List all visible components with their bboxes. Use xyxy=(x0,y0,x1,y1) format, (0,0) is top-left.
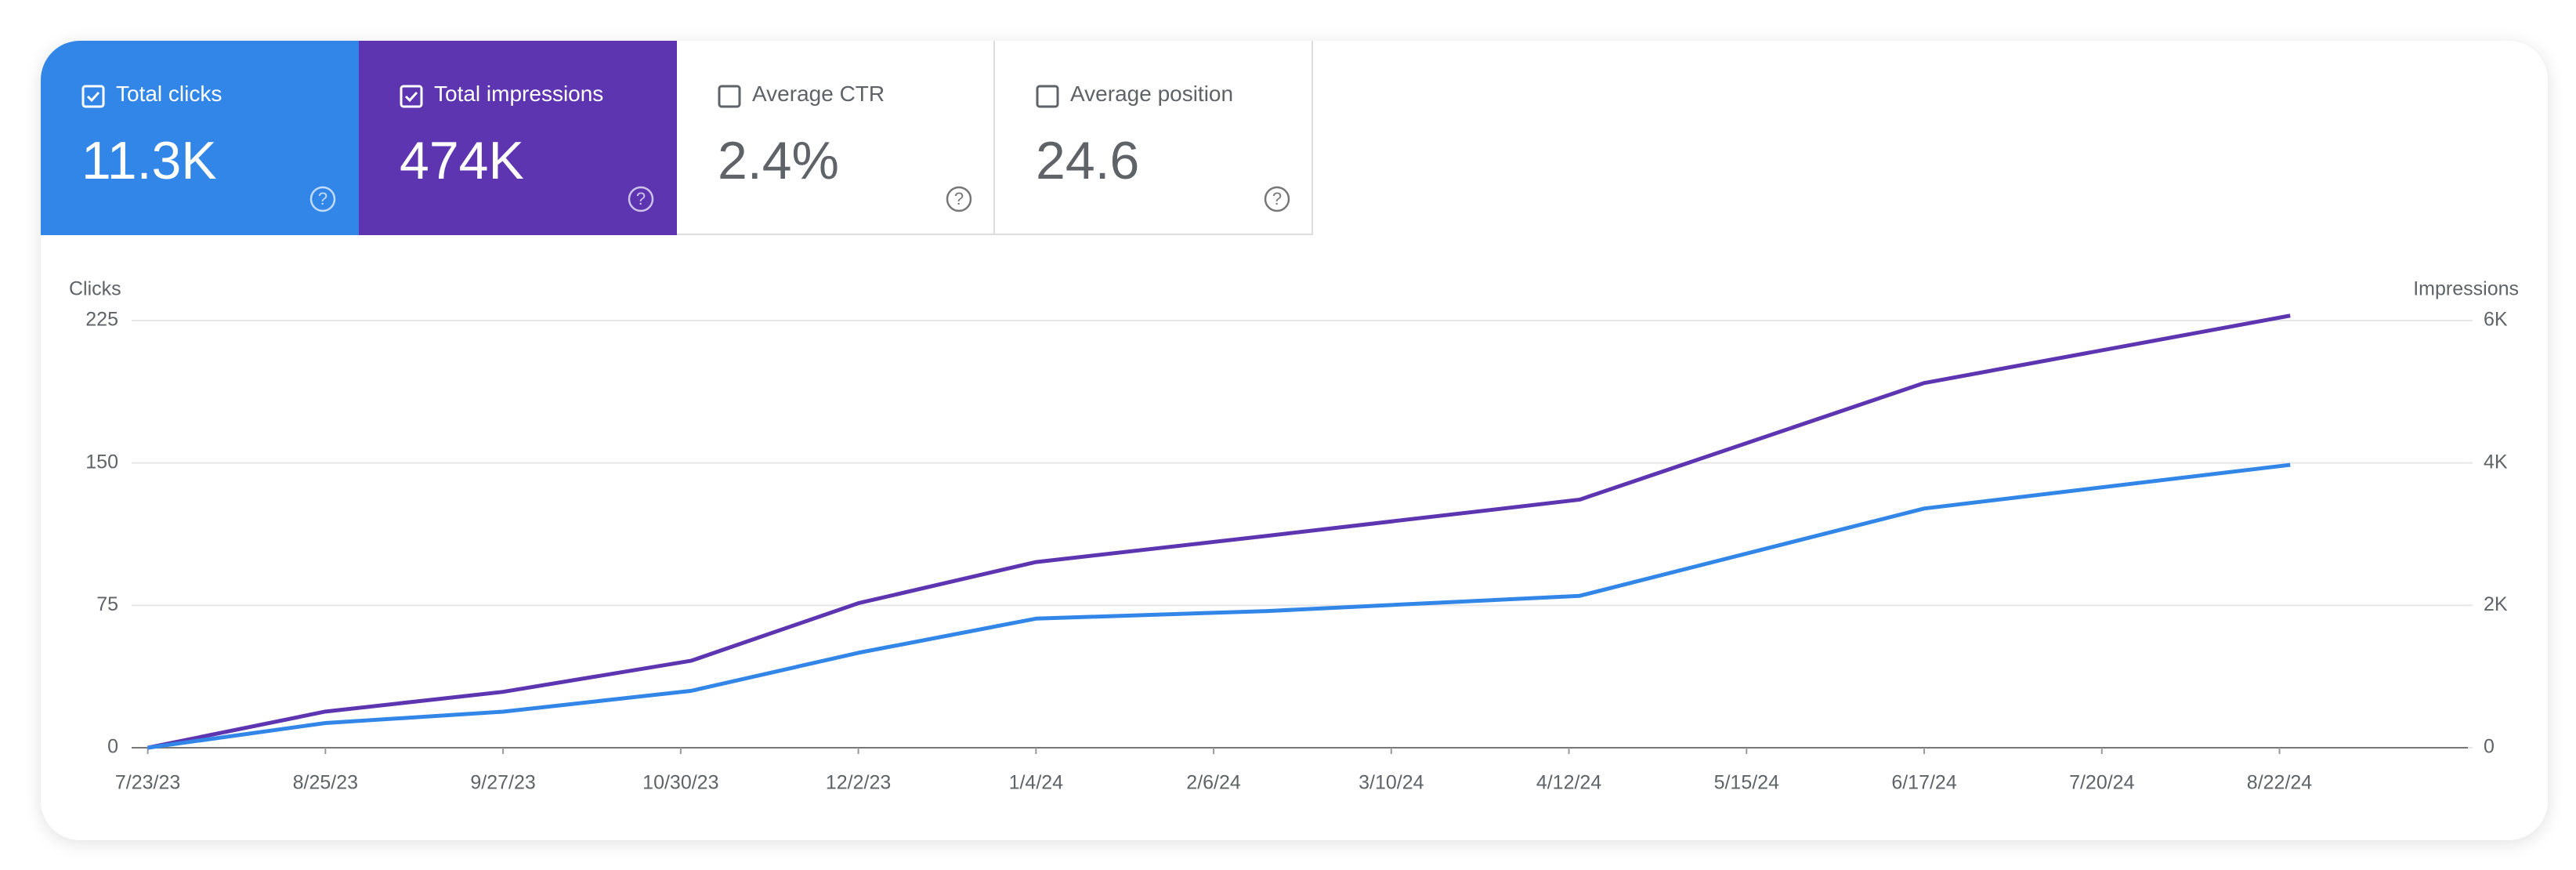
help-circle xyxy=(628,186,654,212)
metric-tab[interactable]: Total impressions 474K? xyxy=(359,41,677,235)
help-circle xyxy=(1264,186,1290,212)
metric-value: 24.6 xyxy=(1036,131,1140,190)
help-circle xyxy=(946,186,972,212)
x-tick-label: 2/6/24 xyxy=(1186,772,1241,794)
x-tick-label: 7/20/24 xyxy=(2069,772,2135,794)
y2-axis-title: Impressions xyxy=(2413,278,2519,300)
y-axis-title: Clicks xyxy=(69,278,121,300)
x-tick-label: 6/17/24 xyxy=(1891,772,1957,794)
metric-label: Average CTR xyxy=(752,82,885,106)
x-tick-label: 1/4/24 xyxy=(1009,772,1064,794)
help-icon: ? xyxy=(628,186,654,212)
help-icon: ? xyxy=(1264,186,1290,212)
checkmark xyxy=(404,91,418,103)
x-tick-label: 8/25/23 xyxy=(293,772,358,794)
y2-tick-label: 6K xyxy=(2484,309,2508,331)
y-tick-label: 225 xyxy=(85,309,118,331)
performance-card: Total clicks 11.3K? Total impressions 474K?… xyxy=(41,41,2548,840)
checkbox[interactable] xyxy=(400,85,423,108)
help-mark: ? xyxy=(954,189,964,208)
x-tick-label: 10/30/23 xyxy=(642,772,718,794)
metric-label: Total impressions xyxy=(434,82,604,106)
metric-tab[interactable]: Average CTR 2.4%? xyxy=(677,41,995,235)
help-icon: ? xyxy=(309,186,336,212)
y-tick-label: 150 xyxy=(85,451,118,473)
checkbox-box xyxy=(718,85,741,108)
x-tick-label: 5/15/24 xyxy=(1714,772,1780,794)
metric-label: Total clicks xyxy=(116,82,223,106)
y-tick-label: 75 xyxy=(96,593,118,615)
series-line xyxy=(147,462,2291,750)
checkbox[interactable] xyxy=(718,85,741,108)
metric-value: 11.3K xyxy=(81,131,217,190)
y-tick-label: 0 xyxy=(107,736,118,758)
help-icon: ? xyxy=(946,186,972,212)
checkmark xyxy=(86,91,100,103)
x-tick-label: 8/22/24 xyxy=(2247,772,2313,794)
y2-tick-label: 2K xyxy=(2484,593,2508,615)
checkbox[interactable] xyxy=(1036,85,1059,108)
help-mark: ? xyxy=(1272,189,1282,208)
checkbox-box xyxy=(400,85,423,108)
series-line xyxy=(147,314,2291,750)
checkbox-box xyxy=(81,85,105,108)
metric-value: 474K xyxy=(400,131,524,190)
metric-label: Average position xyxy=(1070,82,1234,106)
metric-value: 2.4% xyxy=(718,131,839,190)
x-tick-label: 3/10/24 xyxy=(1359,772,1424,794)
x-tick-label: 7/23/23 xyxy=(115,772,180,794)
x-tick-label: 4/12/24 xyxy=(1536,772,1602,794)
y2-tick-label: 4K xyxy=(2484,451,2508,473)
metric-tab[interactable]: Total clicks 11.3K? xyxy=(41,41,359,235)
checkbox[interactable] xyxy=(81,85,105,108)
y2-tick-label: 0 xyxy=(2484,736,2495,758)
checkbox-box xyxy=(1036,85,1059,108)
x-tick-label: 12/2/23 xyxy=(826,772,891,794)
help-mark: ? xyxy=(636,189,646,208)
metric-tab[interactable]: Average position 24.6? xyxy=(995,41,1313,235)
x-tick-label: 9/27/23 xyxy=(470,772,535,794)
help-circle xyxy=(309,186,336,212)
help-mark: ? xyxy=(318,189,327,208)
